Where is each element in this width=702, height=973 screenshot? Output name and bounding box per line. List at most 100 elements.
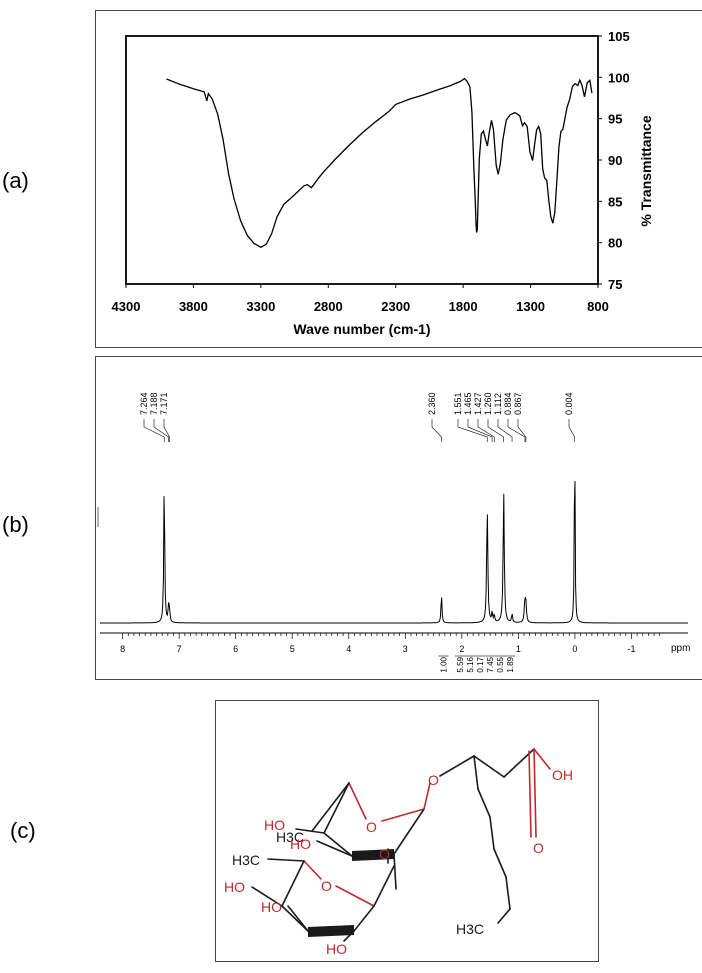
bond — [505, 876, 511, 910]
wedge-bond — [352, 849, 394, 861]
nmr-peak-label-leader — [467, 419, 493, 442]
nmr-integral-label: 1.89 — [506, 656, 515, 672]
ir-y-axis-title: % Transmittance — [638, 115, 654, 226]
nmr-peak-label: 0.884 — [503, 392, 513, 415]
nmr-peak-label: 1.260 — [483, 392, 493, 415]
nmr-integral-label: 0.55 — [496, 656, 505, 672]
ir-x-tick-label: 3300 — [246, 299, 275, 314]
nmr-x-tick-label: 0 — [572, 644, 577, 654]
ir-y-tick-label: 75 — [608, 277, 622, 292]
nmr-peak-label: 7.264 — [139, 392, 149, 415]
bond — [323, 782, 350, 834]
chemical-structure: H3C HO HO HO H3C HO HO HO O O O O OH O H… — [224, 748, 573, 957]
bond — [316, 840, 353, 857]
label-h3c-tail: H3C — [456, 921, 484, 937]
nmr-peak-label: 1.465 — [463, 392, 473, 415]
wedge-bond — [308, 925, 354, 937]
structure-wedges — [308, 849, 394, 937]
label-o-glycosidic: O — [379, 846, 390, 862]
label-h3c-lower: H3C — [232, 852, 260, 868]
panel-label-c: (c) — [10, 818, 36, 843]
bond — [295, 828, 325, 834]
ir-x-tick-label: 3800 — [179, 299, 208, 314]
bond — [303, 860, 322, 880]
ir-x-tick-label: 2800 — [314, 299, 343, 314]
bond — [323, 832, 353, 857]
nmr-spectrum-line — [100, 480, 688, 624]
structure-frame: H3C HO HO HO H3C HO HO HO O O O O OH O H… — [215, 700, 599, 962]
bond — [477, 788, 491, 818]
nmr-peak-label-leader — [487, 419, 504, 442]
ir-y-tick-label: 90 — [608, 153, 622, 168]
ir-x-tick-label: 4300 — [112, 299, 141, 314]
nmr-peak-label: 7.171 — [159, 392, 169, 415]
nmr-integral-label: 0.17 — [476, 656, 485, 672]
nmr-peak-label-leader — [568, 419, 575, 442]
nmr-peak-label: 0.867 — [513, 392, 523, 415]
bond — [497, 908, 511, 924]
bond — [373, 865, 395, 907]
bond — [533, 748, 551, 770]
bond — [489, 816, 495, 850]
bond — [267, 858, 305, 862]
bond — [473, 755, 505, 778]
bond — [439, 755, 475, 777]
label-ho-upper-a: HO — [264, 817, 285, 833]
nmr-x-tick-label: 5 — [290, 644, 295, 654]
nmr-peak-label-leader — [457, 419, 488, 442]
nmr-integral-label: 5.59 — [456, 656, 465, 672]
bond — [311, 782, 350, 832]
bond — [393, 808, 425, 855]
ir-x-tick-label: 1800 — [449, 299, 478, 314]
nmr-x-tick-label: 6 — [233, 644, 238, 654]
ir-chart: 4300 3800 3300 2800 2300 1800 1300 800 75 80 85 90 9… — [112, 29, 654, 337]
bond — [348, 782, 367, 820]
ir-y-tick-label: 105 — [608, 29, 630, 44]
bond — [423, 782, 431, 810]
bond — [533, 748, 537, 838]
nmr-peak-label-leader — [143, 419, 165, 442]
nmr-peak-label: 0.004 — [564, 392, 574, 415]
label-oh-acid: OH — [552, 767, 573, 783]
nmr-peak-label-leader — [497, 419, 513, 442]
ir-x-tick-label: 2300 — [381, 299, 410, 314]
nmr-peak-label-leader — [517, 419, 527, 442]
ir-series-line — [166, 77, 593, 248]
ir-y-tick-label: 80 — [608, 236, 622, 251]
label-o-ring-upper: O — [366, 819, 377, 835]
ir-y-tick-label: 95 — [608, 112, 622, 127]
label-ho-upper-b: HO — [290, 836, 311, 852]
bond — [281, 860, 305, 907]
nmr-peak-label: 7.188 — [149, 392, 159, 415]
bond — [381, 808, 425, 822]
nmr-integral-label: 7.45 — [486, 656, 495, 672]
ir-x-tick-label: 1300 — [516, 299, 545, 314]
nmr-x-tick-label: -1 — [627, 644, 635, 654]
nmr-x-tick-label: 4 — [346, 644, 351, 654]
bond — [493, 848, 507, 878]
nmr-peak-label: 1.112 — [493, 393, 503, 415]
nmr-x-tick-label: 3 — [403, 644, 408, 654]
bond — [528, 750, 532, 838]
panel-label-b: (b) — [2, 512, 29, 537]
bond — [335, 885, 375, 907]
nmr-integral-label: 1.00 — [439, 656, 448, 672]
nmr-chart-frame: 8 7 6 5 4 3 2 1 0 -1 ppm 7.264 7.188 7.171 2.360 1.551 1… — [95, 356, 702, 680]
nmr-x-tick-label: 8 — [120, 644, 125, 654]
nmr-peak-label-leader — [507, 419, 526, 442]
nmr-x-axis-title: ppm — [671, 643, 690, 654]
nmr-x-tick-label: 7 — [177, 644, 182, 654]
bond — [393, 853, 397, 890]
nmr-integral-label: 5.16 — [466, 656, 475, 672]
ir-y-tick-label: 100 — [608, 70, 630, 85]
bond — [353, 905, 375, 932]
nmr-peak-label-leader — [477, 419, 495, 442]
nmr-peak-label-leader — [431, 419, 442, 442]
nmr-peak-label-leader — [153, 419, 169, 442]
ir-chart-frame: 4300 3800 3300 2800 2300 1800 1300 800 75 80 85 90 9… — [95, 10, 702, 348]
label-o-carbonyl: O — [533, 840, 544, 856]
bond — [251, 886, 283, 907]
label-ho-lower-c: HO — [326, 941, 347, 957]
label-h3c-upper: H3C — [276, 829, 304, 845]
